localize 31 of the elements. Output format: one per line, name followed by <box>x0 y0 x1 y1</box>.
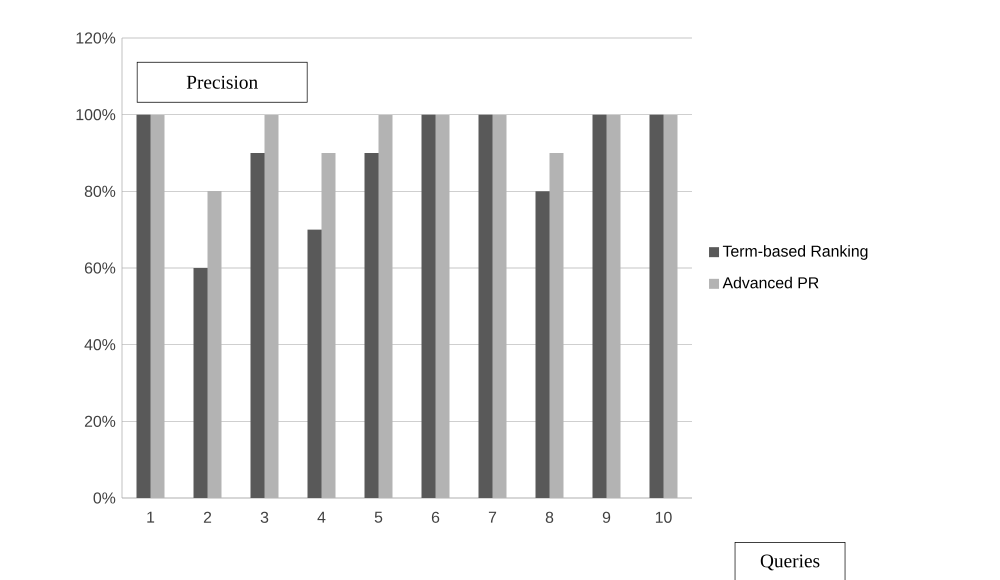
bar <box>250 152 264 498</box>
x-tick-label: 5 <box>374 512 382 523</box>
y-tick-label: 20% <box>84 416 116 427</box>
bar <box>194 268 208 498</box>
bar <box>536 191 550 498</box>
bar <box>364 152 378 498</box>
y-tick-label: 120% <box>76 32 116 44</box>
y-tick-label: 0% <box>94 492 116 504</box>
x-tick-label: 2 <box>204 512 212 523</box>
x-tick-label: 9 <box>602 512 610 523</box>
bar <box>592 114 606 498</box>
x-tick-label: 1 <box>147 512 154 523</box>
y-tick-label: 100% <box>76 109 116 120</box>
bar <box>478 114 492 498</box>
bar <box>136 114 151 498</box>
legend-label: Advanced PR <box>722 276 818 288</box>
y-tick-label: 40% <box>84 339 116 350</box>
x-axis-title: Queries <box>760 554 820 570</box>
bar <box>308 230 322 498</box>
x-tick-label: 3 <box>260 512 268 523</box>
x-tick-label: 4 <box>317 512 326 523</box>
x-tick-label: 8 <box>546 512 554 523</box>
y-tick-label: 80% <box>84 186 116 197</box>
y-axis-title: Precision <box>186 76 258 89</box>
x-tick-label: 10 <box>656 512 672 523</box>
bar <box>649 114 664 498</box>
legend-label: Term-based Ranking <box>722 245 868 260</box>
x-tick-label: 7 <box>488 512 496 523</box>
y-tick-label: 60% <box>84 262 116 274</box>
x-tick-label: 6 <box>432 512 440 523</box>
bar <box>422 114 436 498</box>
